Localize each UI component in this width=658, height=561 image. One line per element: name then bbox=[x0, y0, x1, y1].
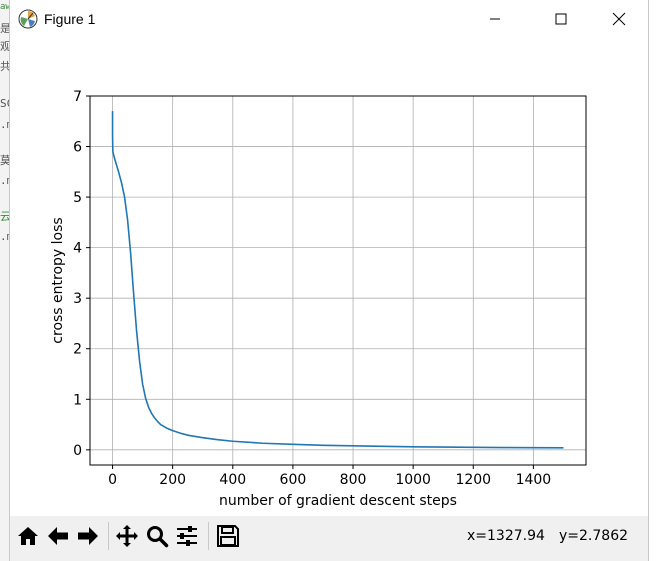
close-button[interactable] bbox=[596, 0, 642, 38]
y-tick-label: 1 bbox=[73, 392, 82, 408]
bg-fragment: 云 bbox=[0, 210, 9, 223]
toolbar-separator bbox=[208, 522, 209, 550]
plot-canvas[interactable]: 0 200 400 600 800 1000 1200 1400 0 1 2 3 4 5 6 7 number… bbox=[10, 38, 648, 516]
navigation-toolbar: x=1327.94 y=2.7862 bbox=[10, 516, 648, 561]
maximize-button[interactable] bbox=[538, 0, 584, 38]
y-tick-label: 2 bbox=[73, 342, 82, 358]
configure-subplots-button[interactable] bbox=[173, 522, 201, 550]
background-window-edge: aw 是 观 共 SC .m 莫 .m 云 .m bbox=[0, 0, 9, 561]
figure-window: Figure 1 0 200 400 600 800 1000 1200 1400 0 1 2 3 4 5… bbox=[9, 0, 649, 561]
ticks: 0 200 400 600 800 1000 1200 1400 0 1 2 3 4 5 6 7 bbox=[73, 89, 551, 488]
home-button[interactable] bbox=[14, 522, 42, 550]
loss-series-line bbox=[111, 111, 564, 449]
cursor-y-readout: y=2.7862 bbox=[559, 528, 629, 544]
bg-fragment: .m bbox=[0, 118, 9, 131]
y-tick-label: 4 bbox=[73, 241, 82, 257]
save-button[interactable] bbox=[214, 522, 242, 550]
x-tick-label: 600 bbox=[280, 472, 307, 488]
minimize-icon bbox=[490, 18, 500, 20]
zoom-icon bbox=[147, 526, 169, 548]
axes-frame bbox=[89, 95, 587, 466]
x-tick-label: 800 bbox=[340, 472, 367, 488]
bg-fragment: .m bbox=[0, 230, 9, 243]
bg-fragment: 莫 bbox=[0, 154, 9, 167]
x-axis-label: number of gradient descent steps bbox=[219, 493, 457, 509]
back-button[interactable] bbox=[44, 522, 72, 550]
bg-fragment: SC bbox=[0, 97, 9, 110]
configure-subplots-icon bbox=[177, 526, 197, 546]
bg-fragment: .m bbox=[0, 174, 9, 187]
pan-icon bbox=[116, 525, 138, 547]
home-icon bbox=[18, 527, 38, 545]
bg-fragment: aw bbox=[0, 2, 9, 12]
window-title: Figure 1 bbox=[44, 11, 96, 27]
maximize-icon bbox=[555, 13, 567, 25]
x-tick-label: 400 bbox=[219, 472, 246, 488]
forward-button[interactable] bbox=[74, 522, 102, 550]
bg-fragment: 是 bbox=[0, 22, 9, 35]
x-tick-label: 0 bbox=[108, 472, 117, 488]
toolbar-separator bbox=[108, 522, 109, 550]
minimize-button[interactable] bbox=[472, 0, 518, 38]
x-tick-label: 1200 bbox=[455, 472, 491, 488]
y-tick-label: 3 bbox=[73, 291, 82, 307]
title-bar[interactable]: Figure 1 bbox=[10, 0, 648, 38]
x-tick-label: 200 bbox=[159, 472, 186, 488]
matplotlib-app-icon bbox=[18, 9, 38, 29]
pan-button[interactable] bbox=[113, 522, 141, 550]
close-icon bbox=[612, 12, 626, 26]
y-axis-label: cross entropy loss bbox=[50, 217, 66, 343]
y-tick-label: 5 bbox=[73, 190, 82, 206]
y-tick-label: 7 bbox=[73, 89, 82, 105]
zoom-button[interactable] bbox=[143, 522, 171, 550]
cursor-x-readout: x=1327.94 bbox=[467, 528, 545, 544]
series-layer bbox=[111, 111, 564, 449]
save-icon bbox=[217, 525, 239, 547]
back-arrow-icon bbox=[48, 527, 68, 545]
x-tick-label: 1400 bbox=[516, 472, 552, 488]
bg-fragment: 共 bbox=[0, 60, 9, 73]
y-tick-label: 0 bbox=[73, 443, 82, 459]
grid bbox=[90, 95, 586, 465]
y-tick-label: 6 bbox=[73, 140, 82, 156]
x-tick-label: 1000 bbox=[395, 472, 431, 488]
bg-fragment: 观 bbox=[0, 40, 9, 53]
forward-arrow-icon bbox=[78, 527, 98, 545]
